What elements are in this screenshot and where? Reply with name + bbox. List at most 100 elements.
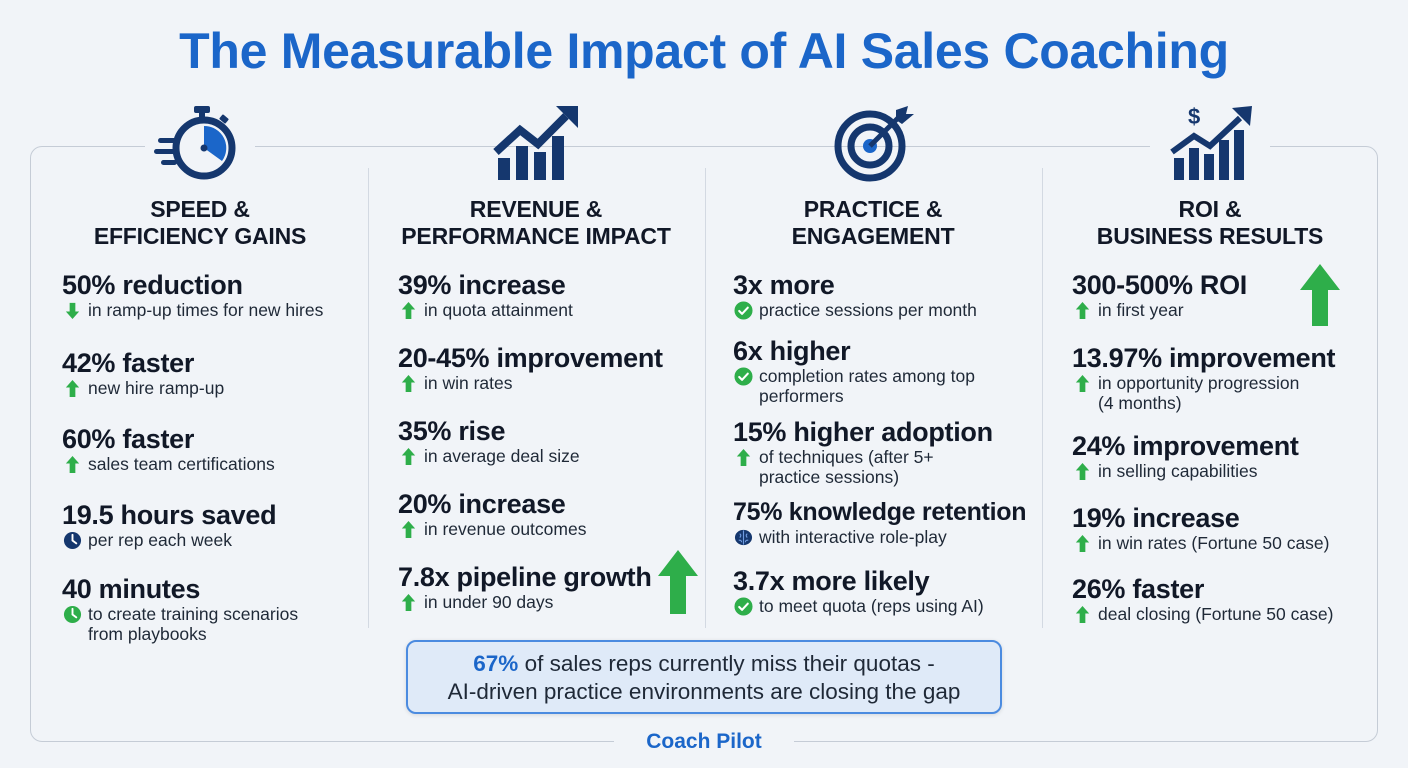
stat-description: to meet quota (reps using AI) — [733, 596, 984, 616]
arrow-up-icon — [1075, 605, 1090, 624]
target-icon — [834, 106, 914, 182]
stat-item: 75% knowledge retention with interactive… — [733, 497, 1026, 547]
column-practice-engagement: PRACTICE & ENGAGEMENT 3x more practice s… — [713, 100, 1033, 616]
stat-value: 20% increase — [398, 489, 566, 519]
stat-description: in opportunity progression (4 months) — [1072, 373, 1335, 413]
stat-item: 3x more practice sessions per month — [733, 270, 977, 320]
arrow-up-icon — [736, 448, 751, 467]
stat-description: sales team certifications — [62, 454, 275, 474]
stat-item: 19% increase in win rates (Fortune 50 ca… — [1072, 503, 1330, 553]
stat-item: 13.97% improvement in opportunity progre… — [1072, 343, 1336, 413]
stat-description: in first year — [1072, 300, 1247, 320]
stat-description: deal closing (Fortune 50 case) — [1072, 604, 1333, 624]
column-revenue-performance: REVENUE & PERFORMANCE IMPACT 39% increas… — [376, 100, 698, 614]
stat-item: 39% increase in quota attainment — [398, 270, 573, 320]
column-heading: SPEED & EFFICIENCY GAINS — [93, 196, 307, 249]
svg-text:$: $ — [1188, 104, 1200, 129]
stat-description: in ramp-up times for new hires — [62, 300, 323, 320]
stat-value: 7.8x pipeline growth — [398, 562, 652, 592]
stat-value: 3.7x more likely — [733, 566, 930, 596]
stat-item: 50% reduction in ramp-up times for new h… — [62, 270, 323, 320]
stat-item: 26% faster deal closing (Fortune 50 case… — [1072, 574, 1333, 624]
check-circle-icon — [734, 301, 753, 320]
page-title: The Measurable Impact of AI Sales Coachi… — [179, 23, 1229, 79]
stat-description: completion rates among top performers — [733, 366, 975, 406]
stat-value: 42% faster — [62, 348, 195, 378]
stat-description: in win rates — [398, 373, 663, 393]
quota-callout: 67% of sales reps currently miss their q… — [406, 640, 1002, 714]
stat-item: 7.8x pipeline growth in under 90 days — [398, 562, 652, 612]
stat-description: to create training scenarios from playbo… — [62, 604, 298, 644]
stat-value: 24% improvement — [1072, 431, 1299, 461]
arrow-up-icon — [65, 379, 80, 398]
arrow-up-icon — [65, 455, 80, 474]
stat-value: 35% rise — [398, 416, 506, 446]
column-divider — [368, 168, 369, 628]
stat-description: in win rates (Fortune 50 case) — [1072, 533, 1330, 553]
arrow-up-icon — [1075, 462, 1090, 481]
stat-value: 6x higher — [733, 336, 851, 366]
stat-value: 40 minutes — [62, 574, 201, 604]
stat-item: 35% rise in average deal size — [398, 416, 580, 466]
brain-icon — [734, 529, 753, 546]
arrow-up-icon — [1075, 534, 1090, 553]
stat-description: in quota attainment — [398, 300, 573, 320]
column-heading: ROI & BUSINESS RESULTS — [1096, 196, 1324, 249]
arrow-up-icon — [401, 520, 416, 539]
stat-item: 60% faster sales team certifications — [62, 424, 275, 474]
arrow-up-icon — [1075, 301, 1090, 320]
stat-value: 20-45% improvement — [398, 343, 663, 373]
column-speed-efficiency: SPEED & EFFICIENCY GAINS 50% reduction i… — [40, 100, 360, 644]
stat-value: 3x more — [733, 270, 835, 300]
column-heading: REVENUE & PERFORMANCE IMPACT — [401, 196, 671, 249]
big-arrow-up-icon — [1300, 264, 1340, 326]
stat-item: 40 minutes to create training scenarios … — [62, 574, 298, 644]
stat-item: 42% faster new hire ramp-up — [62, 348, 224, 398]
stat-item: 19.5 hours saved per rep each week — [62, 500, 277, 550]
stat-item: 15% higher adoption of techniques (after… — [733, 417, 993, 487]
stat-description: of techniques (after 5+ practice session… — [733, 447, 993, 487]
stat-value: 60% faster — [62, 424, 195, 454]
arrow-up-icon — [1075, 374, 1090, 393]
brand-logo: Coach Pilot — [614, 728, 794, 756]
arrow-up-icon — [401, 301, 416, 320]
stat-item: 300-500% ROI in first year — [1072, 270, 1247, 320]
stat-item: 24% improvement in selling capabilities — [1072, 431, 1299, 481]
stopwatch-icon — [154, 106, 236, 180]
stat-item: 3.7x more likely to meet quota (reps usi… — [733, 566, 984, 616]
column-divider — [705, 168, 706, 628]
check-circle-icon — [734, 597, 753, 616]
arrow-up-icon — [401, 593, 416, 612]
clock-navy-icon — [63, 531, 82, 550]
stat-value: 15% higher adoption — [733, 417, 993, 447]
callout-highlight: 67% — [473, 651, 519, 676]
arrow-up-icon — [401, 447, 416, 466]
stat-value: 39% increase — [398, 270, 566, 300]
stat-value: 26% faster — [1072, 574, 1205, 604]
stat-value: 19% increase — [1072, 503, 1240, 533]
stat-description: practice sessions per month — [733, 300, 977, 320]
arrow-down-icon — [65, 302, 80, 320]
stat-value: 75% knowledge retention — [733, 498, 1027, 526]
stat-description: new hire ramp-up — [62, 378, 224, 398]
bar-chart-growth-icon — [493, 106, 578, 180]
column-heading: PRACTICE & ENGAGEMENT — [791, 196, 955, 249]
clock-green-icon — [63, 605, 82, 624]
column-roi-business: $ ROI & BUSINESS RESULTS 300-500% ROI in… — [1050, 100, 1370, 624]
stat-item: 20% increase in revenue outcomes — [398, 489, 586, 539]
stat-value: 50% reduction — [62, 270, 243, 300]
stat-description: in average deal size — [398, 446, 580, 466]
stat-value: 300-500% ROI — [1072, 270, 1247, 300]
stat-description: with interactive role-play — [733, 527, 1026, 547]
stat-description: in revenue outcomes — [398, 519, 586, 539]
stat-description: in selling capabilities — [1072, 461, 1299, 481]
stat-item: 20-45% improvement in win rates — [398, 343, 663, 393]
stat-value: 13.97% improvement — [1072, 343, 1336, 373]
column-divider — [1042, 168, 1043, 628]
check-circle-icon — [734, 367, 753, 386]
stat-description: per rep each week — [62, 530, 276, 550]
stat-item: 6x higher completion rates among top per… — [733, 336, 975, 406]
stat-value: 19.5 hours saved — [62, 500, 277, 530]
roi-chart-icon: $ — [1170, 104, 1252, 180]
arrow-up-icon — [401, 374, 416, 393]
